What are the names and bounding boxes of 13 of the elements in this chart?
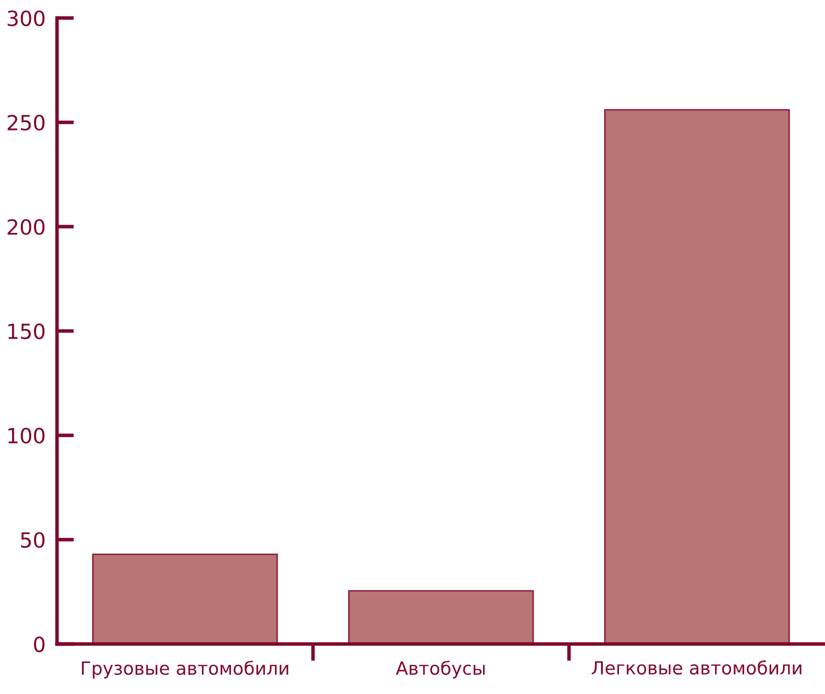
bar [604,109,790,644]
y-tick-label: 300 [8,10,45,26]
x-tick-label: Грузовые автомобили [82,660,288,678]
y-tick-label: 50 [20,532,45,548]
y-tick-label: 150 [8,323,45,340]
x-tick-label: Автобусы [396,660,485,678]
y-tick-label: 0 [34,636,45,652]
y-tick-label: 100 [8,428,45,444]
x-tick-label: Легковые автомобили [592,660,802,675]
y-tick-label: 200 [8,219,45,235]
bar [348,590,534,644]
y-tick-label: 250 [8,114,45,131]
bar [92,554,278,644]
